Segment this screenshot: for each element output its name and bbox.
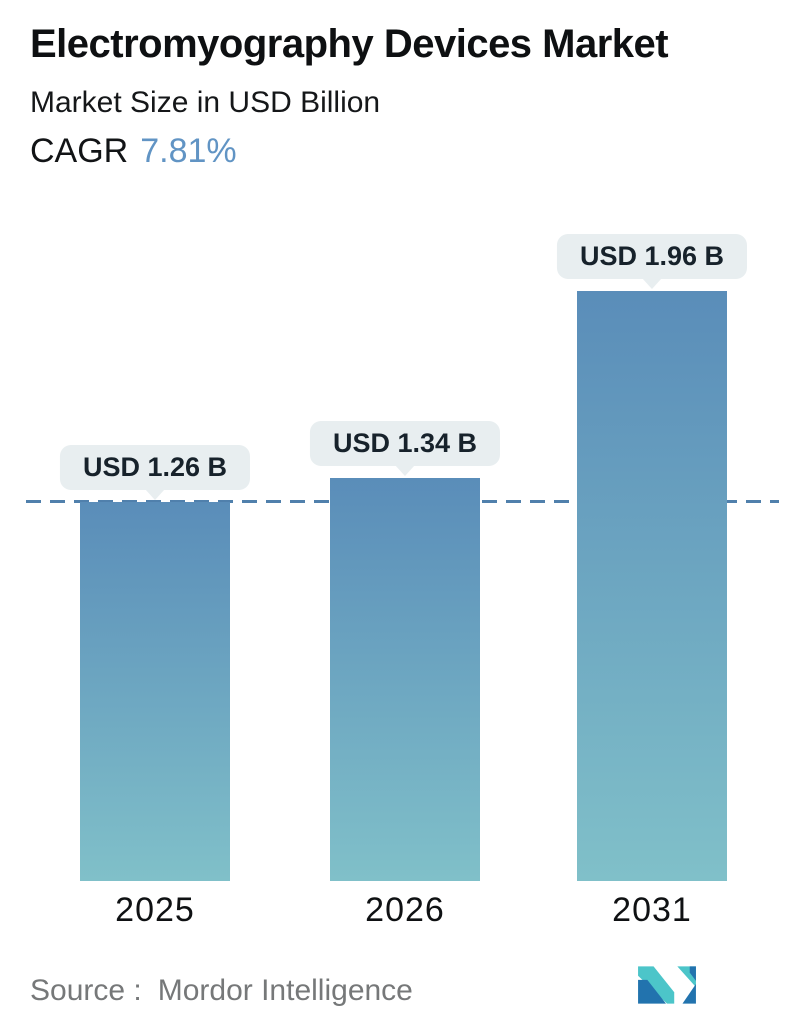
source-label: Source : — [30, 974, 142, 1007]
value-label: USD 1.26 B — [82, 452, 228, 482]
value-label-bubble: USD 1.26 B — [59, 445, 251, 490]
x-axis-label-2025: 2025 — [115, 891, 195, 929]
cagr-row: CAGR 7.81% — [30, 132, 237, 171]
source-line: Source : Mordor Intelligence — [30, 974, 413, 1008]
bar-group-2025: USD 1.26 B 2025 — [59, 0, 251, 1034]
x-axis-label-2026: 2026 — [365, 891, 445, 929]
cagr-value: 7.81% — [140, 132, 237, 170]
value-label: USD 1.96 B — [579, 241, 725, 271]
bar-2026 — [330, 478, 480, 881]
bar-group-2031: USD 1.96 B 2031 — [556, 0, 748, 1034]
value-label: USD 1.34 B — [332, 428, 478, 458]
bar-2025 — [80, 502, 230, 881]
bar-group-2026: USD 1.34 B 2026 — [309, 0, 501, 1034]
source-value: Mordor Intelligence — [157, 974, 413, 1007]
cagr-label: CAGR — [30, 132, 129, 170]
x-axis-label-2031: 2031 — [612, 891, 692, 929]
bar-2031 — [577, 291, 727, 881]
value-label-bubble: USD 1.96 B — [556, 234, 748, 279]
mordor-intelligence-logo — [638, 966, 696, 1004]
value-label-bubble: USD 1.34 B — [309, 421, 501, 466]
page-title: Electromyography Devices Market — [30, 22, 669, 66]
chart-subtitle: Market Size in USD Billion — [30, 86, 381, 119]
